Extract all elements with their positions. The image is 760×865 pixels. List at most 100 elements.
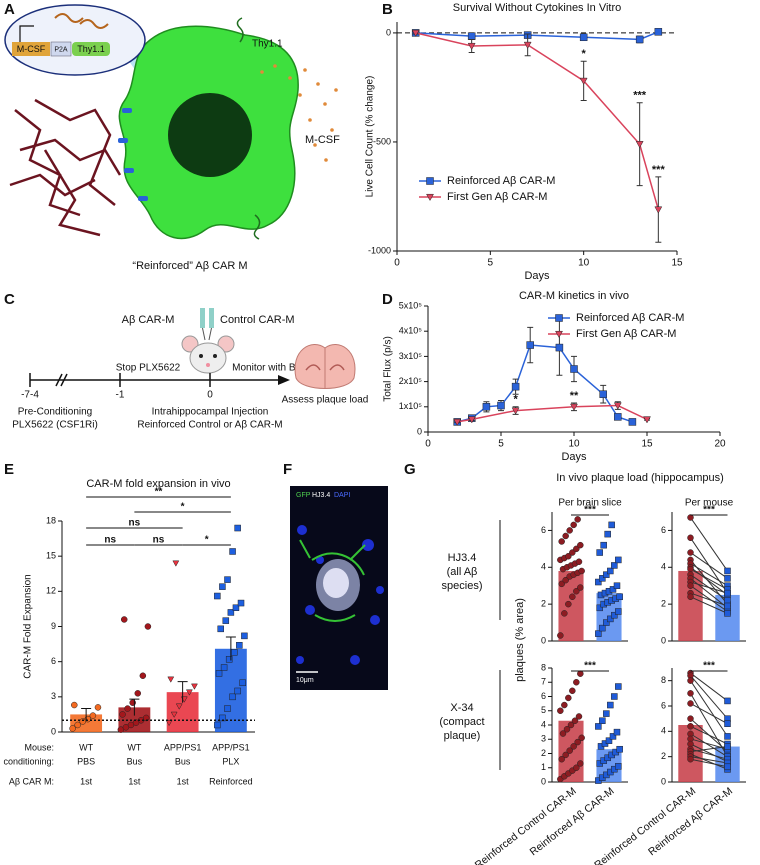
marker <box>607 615 614 623</box>
marker <box>577 584 584 591</box>
y-tick-label: 2 <box>541 599 546 609</box>
marker <box>222 617 230 624</box>
significance-label: ns <box>129 518 141 529</box>
marker <box>562 532 569 540</box>
marker <box>453 418 462 426</box>
y-tick-label: 1x10⁵ <box>399 401 423 411</box>
marker <box>608 521 615 529</box>
chart-title: CAR-M kinetics in vivo <box>519 290 629 302</box>
y-tick-label: 4 <box>661 562 666 572</box>
y-axis-label: CAR-M Fold Expansion <box>23 574 34 678</box>
marker <box>565 600 572 608</box>
promoter-arrow <box>19 25 34 42</box>
marker <box>229 548 236 555</box>
marker <box>224 705 231 712</box>
marker <box>575 713 583 720</box>
pair-line <box>690 703 728 725</box>
event-label: PLX5622 (CSF1Ri) <box>12 420 98 431</box>
marker <box>577 541 584 549</box>
marker <box>614 413 622 421</box>
marker <box>579 77 588 85</box>
marker <box>231 649 238 656</box>
y-tick-label: 7 <box>541 677 546 687</box>
error-bar <box>225 636 236 661</box>
micrograph-content <box>296 525 384 665</box>
marker <box>724 720 731 727</box>
x-tick-label: APP/PS1 <box>164 742 202 752</box>
pair-line <box>690 753 728 770</box>
marker <box>94 704 102 711</box>
marker <box>565 694 572 702</box>
stain-label: GFP <box>296 492 311 499</box>
marker <box>599 390 607 398</box>
event-label: Reinforced Control or Aβ CAR-M <box>137 420 282 431</box>
marker <box>511 407 520 415</box>
y-tick-label: 6 <box>661 525 666 535</box>
event-label: Stop PLX5622 <box>116 363 181 374</box>
significance-label: *** <box>584 661 596 672</box>
significance-label: * <box>513 394 518 406</box>
marker <box>687 700 694 707</box>
pair-line <box>690 733 728 758</box>
x-tick-label: 10 <box>578 258 590 269</box>
marker <box>603 710 610 717</box>
panel-label: B <box>382 1 393 18</box>
marker <box>217 625 224 633</box>
pair-line <box>690 725 728 745</box>
marker <box>654 206 663 214</box>
marker <box>724 610 731 617</box>
marker <box>724 602 731 610</box>
syringes <box>200 308 214 341</box>
endpoint-label: Assess plaque load <box>282 395 369 406</box>
marker <box>71 701 78 709</box>
marker <box>687 565 694 573</box>
marker <box>724 763 731 771</box>
marker <box>555 330 563 339</box>
x-tick-label: 15 <box>671 258 683 269</box>
cell-label: Aβ CAR-M <box>122 314 175 326</box>
error-bar <box>177 681 188 703</box>
marker <box>426 193 434 202</box>
marker <box>227 609 235 616</box>
scale-bar-label: 10μm <box>296 677 314 684</box>
significance-label: *** <box>703 661 715 672</box>
legend-label: Reinforced Aβ CAR-M <box>447 175 555 187</box>
x-tick-label: PBS <box>77 756 95 766</box>
event-label: Monitor with BLI <box>232 363 304 374</box>
marker <box>687 715 694 722</box>
marker <box>596 549 603 556</box>
marker <box>214 592 221 600</box>
y-tick-label: 8 <box>541 662 546 672</box>
marker <box>224 576 231 583</box>
row-label: plaque) <box>444 730 481 742</box>
y-tick-label: 0 <box>51 726 56 736</box>
marker <box>511 382 520 391</box>
x-tick-label: 20 <box>714 439 726 450</box>
marker <box>577 670 584 677</box>
marker <box>687 582 694 589</box>
y-tick-label: -1000 <box>368 245 391 255</box>
marker <box>607 701 614 709</box>
marker <box>569 687 576 695</box>
marker <box>611 611 618 619</box>
pair-line <box>690 756 728 764</box>
pair-line <box>690 672 728 702</box>
marker <box>237 599 245 607</box>
row-label: (compact <box>439 716 484 728</box>
marker <box>225 656 233 663</box>
marker <box>191 683 198 690</box>
y-tick-label: 4 <box>661 726 666 736</box>
marker <box>234 687 241 695</box>
marker <box>563 726 571 733</box>
x-tick-label: 1st <box>177 776 190 786</box>
chart-title: CAR-M fold expansion in vivo <box>86 478 230 490</box>
marker <box>578 734 585 742</box>
marker <box>411 29 420 37</box>
marker <box>573 545 580 553</box>
row-label: Aβ CAR M: <box>9 776 54 786</box>
panel-label: E <box>4 461 14 478</box>
chart-title: Survival Without Cytokines In Vitro <box>453 2 622 14</box>
pair-line <box>690 568 728 590</box>
